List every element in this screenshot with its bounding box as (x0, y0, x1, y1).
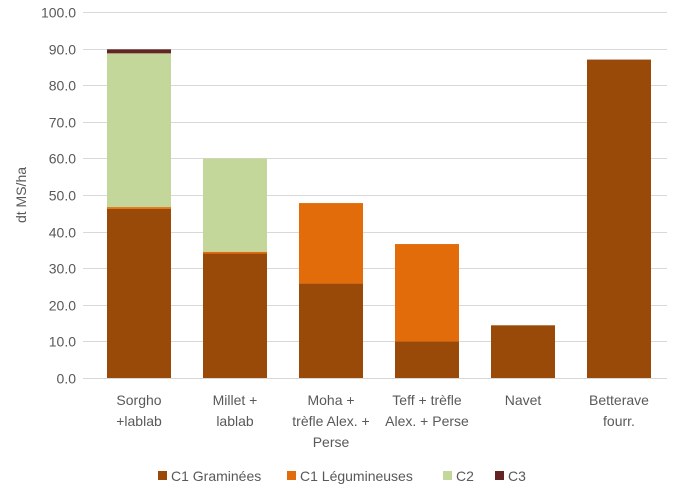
gridlines (83, 12, 667, 379)
legend-label: C1 Graminées (171, 468, 261, 484)
x-tick-label: Millet + (213, 392, 258, 408)
legend-swatch (158, 471, 167, 480)
bar-segment-c1-l-gumineuses (203, 251, 267, 254)
bar-segment-c3 (107, 49, 171, 54)
y-axis-tick-labels: 0.0 10.0 20.0 30.0 40.0 50.0 60.0 70.0 80.0 90.0 1… (41, 5, 76, 387)
legend-item: C3 (495, 468, 526, 484)
legend-label: C2 (456, 468, 474, 484)
y-tick-label: 60.0 (49, 151, 76, 167)
y-tick-label: 50.0 (49, 188, 76, 204)
legend-label: C1 Légumineuses (300, 468, 413, 484)
bar-segment-c1-l-gumineuses (299, 203, 363, 284)
x-tick-label: fourr. (603, 413, 635, 429)
y-tick-label: 80.0 (49, 78, 76, 94)
x-tick-label: Navet (505, 392, 542, 408)
x-tick-label: +lablab (116, 413, 162, 429)
bar-segment-c1-gramin-es (587, 59, 651, 379)
y-tick-label: 100.0 (41, 5, 76, 21)
legend-label: C3 (508, 468, 526, 484)
bar-segment-c2 (107, 53, 171, 208)
legend-swatch (443, 471, 452, 480)
y-tick-label: 0.0 (57, 371, 77, 387)
x-tick-label: Sorgho (116, 392, 161, 408)
legend-swatch (287, 471, 296, 480)
bar-segment-c1-l-gumineuses (107, 207, 171, 209)
y-tick-label: 20.0 (49, 298, 76, 314)
bar-segment-c1-gramin-es (491, 325, 555, 378)
bar-segment-c1-gramin-es (395, 341, 459, 378)
x-axis-tick-labels: Sorgho +lablab Millet + lablab Moha + trèfle … (116, 392, 649, 450)
x-tick-label: lablab (216, 413, 254, 429)
x-tick-label: Moha + (307, 392, 354, 408)
bar-segment-c1-gramin-es (299, 283, 363, 378)
y-tick-label: 70.0 (49, 115, 76, 131)
legend-item: C1 Graminées (158, 468, 261, 484)
x-tick-label: Teff + trèfle (392, 392, 462, 408)
legend-swatch (495, 471, 504, 480)
bar-segment-c2 (203, 158, 267, 252)
x-tick-label: Perse (313, 434, 350, 450)
bars (107, 49, 651, 379)
legend: C1 Graminées C1 Légumineuses C2 C3 (158, 468, 526, 484)
y-axis-label: dt MS/ha (13, 167, 29, 223)
legend-item: C2 (443, 468, 474, 484)
bar-segment-c1-gramin-es (107, 208, 171, 378)
bar-segment-c1-l-gumineuses (395, 244, 459, 342)
y-tick-label: 40.0 (49, 225, 76, 241)
x-tick-label: Alex. + Perse (385, 413, 469, 429)
y-tick-label: 90.0 (49, 42, 76, 58)
bar-segment-c1-gramin-es (203, 253, 267, 378)
y-tick-label: 30.0 (49, 261, 76, 277)
x-tick-label: Betterave (589, 392, 649, 408)
legend-item: C1 Légumineuses (287, 468, 413, 484)
y-tick-label: 10.0 (49, 334, 76, 350)
x-tick-label: trèfle Alex. + (292, 413, 369, 429)
